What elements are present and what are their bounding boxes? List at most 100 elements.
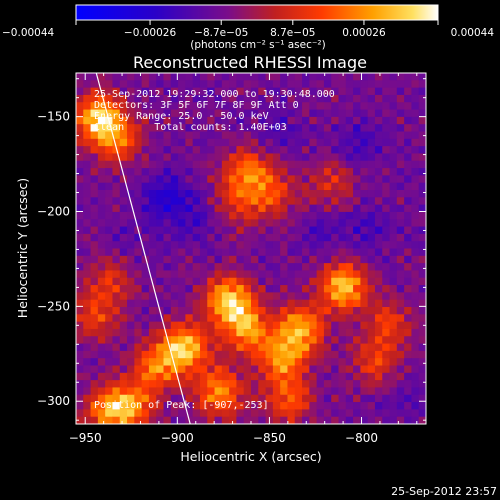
heatmap-cell — [221, 102, 230, 111]
heatmap-cell — [127, 416, 135, 424]
heatmap-cell — [280, 321, 289, 330]
heatmap-cell — [251, 402, 259, 410]
heatmap-cell — [309, 358, 318, 367]
heatmap-cell — [367, 219, 376, 228]
heatmap-cell — [236, 358, 245, 367]
heatmap-cell — [418, 307, 426, 315]
heatmap-cell — [236, 277, 245, 286]
heatmap-cell — [309, 394, 318, 403]
heatmap-cell — [389, 328, 398, 337]
heatmap-cell — [156, 138, 165, 147]
heatmap-cell — [258, 73, 267, 81]
heatmap-cell — [127, 270, 135, 279]
heatmap-cell — [367, 233, 376, 242]
heatmap-cell — [148, 380, 157, 389]
heatmap-cell — [411, 146, 420, 155]
heatmap-cell — [221, 80, 230, 89]
heatmap-cell — [214, 102, 223, 111]
heatmap-cell — [382, 285, 391, 293]
heatmap-cell — [119, 138, 128, 147]
heatmap-cell — [105, 365, 114, 374]
heatmap-cell — [185, 116, 194, 125]
heatmap-cell — [389, 277, 398, 286]
heatmap-cell — [112, 372, 121, 381]
heatmap-cell — [163, 168, 172, 176]
heatmap-cell — [192, 175, 201, 184]
heatmap-cell — [221, 409, 230, 418]
heatmap-cell — [382, 160, 391, 169]
heatmap-cell — [338, 94, 347, 103]
heatmap-cell — [396, 336, 405, 345]
heatmap-cell — [185, 292, 194, 301]
heatmap-cell — [156, 380, 165, 389]
chart-title: Reconstructed RHESSI Image — [133, 53, 367, 72]
heatmap-cell — [294, 168, 303, 176]
annotation-energy-range: Energy Range: 25.0 - 50.0 keV — [94, 111, 269, 122]
heatmap-cell — [156, 299, 165, 308]
heatmap-cell — [163, 80, 172, 89]
heatmap-cell — [353, 233, 361, 242]
heatmap-cell — [309, 241, 318, 250]
heatmap-cell — [331, 328, 340, 337]
heatmap-cell — [76, 116, 84, 125]
heatmap-cell — [345, 292, 354, 301]
heatmap-cell — [251, 241, 259, 250]
heatmap-cell — [411, 277, 420, 286]
heatmap-cell — [156, 350, 165, 359]
heatmap-cell — [236, 292, 245, 301]
heatmap-cell — [83, 394, 92, 403]
heatmap-cell — [418, 416, 426, 424]
heatmap-cell — [345, 328, 354, 337]
heatmap-cell — [185, 109, 194, 118]
heatmap-cell — [331, 402, 340, 410]
heatmap-cell — [382, 241, 391, 250]
heatmap-cell — [148, 314, 157, 323]
heatmap-cell — [192, 380, 201, 389]
heatmap-cell — [163, 153, 172, 162]
heatmap-cell — [331, 73, 340, 81]
heatmap-cell — [294, 372, 303, 381]
heatmap-cell — [199, 372, 208, 381]
heatmap-cell — [105, 292, 114, 301]
heatmap-cell — [323, 219, 332, 228]
heatmap-cell — [76, 175, 84, 184]
heatmap-cell — [229, 197, 238, 206]
heatmap-cell — [148, 350, 157, 359]
heatmap-cell — [163, 416, 172, 424]
heatmap-cell — [404, 299, 413, 308]
heatmap-cell — [258, 160, 267, 169]
heatmap-cell — [199, 197, 208, 206]
heatmap-cell — [360, 197, 369, 206]
heatmap-cell — [112, 299, 121, 308]
heatmap-cell — [404, 336, 413, 345]
heatmap-cell — [294, 277, 303, 286]
heatmap-cell — [287, 350, 296, 359]
heatmap-cell — [367, 197, 376, 206]
heatmap-cell — [112, 73, 121, 81]
heatmap-cell — [374, 270, 383, 279]
heatmap-cell — [265, 321, 274, 330]
heatmap-cell — [170, 233, 179, 242]
heatmap-cell — [287, 299, 296, 308]
heatmap-cell — [229, 365, 238, 374]
heatmap-cell — [389, 226, 398, 235]
heatmap-cell — [163, 131, 172, 140]
heatmap-cell — [170, 190, 179, 198]
heatmap-cell — [396, 277, 405, 286]
heatmap-cell — [280, 263, 289, 272]
heatmap-cell — [243, 263, 252, 272]
heatmap-cell — [258, 153, 267, 162]
heatmap-cell — [134, 358, 143, 367]
heatmap-cell — [404, 219, 413, 228]
heatmap-cell — [90, 409, 99, 418]
heatmap-cell — [243, 175, 252, 184]
heatmap-cell — [178, 131, 186, 140]
heatmap-cell — [316, 350, 325, 359]
heatmap-cell — [214, 328, 223, 337]
heatmap-cell — [170, 109, 179, 118]
heatmap-cell — [367, 365, 376, 374]
heatmap-cell — [251, 146, 259, 155]
heatmap-cell — [141, 416, 150, 424]
heatmap-cell — [105, 138, 114, 147]
heatmap-cell — [178, 365, 186, 374]
